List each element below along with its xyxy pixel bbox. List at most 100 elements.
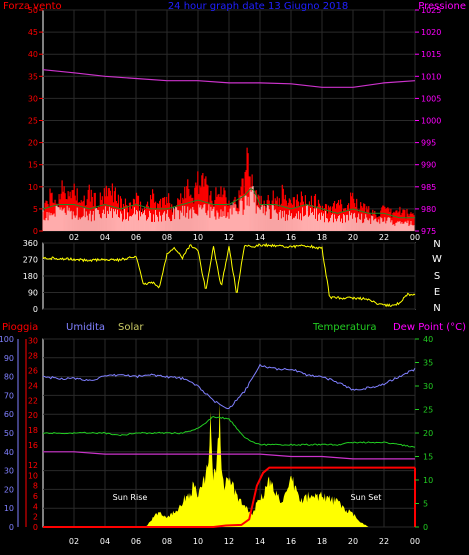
- wind-tick-label: 25: [28, 117, 38, 126]
- rain-tick-label: 0: [33, 523, 38, 532]
- wind-tick-label: 50: [28, 6, 38, 15]
- wind-tick-label: 5: [33, 205, 38, 214]
- chart-title: 24 hour graph date 13 Giugno 2018: [168, 1, 348, 12]
- temp-tick-label: 30: [423, 382, 433, 391]
- wind-x-tick-label: 00: [410, 233, 420, 242]
- rain-tick-label: 2: [33, 513, 38, 522]
- direction-tick-label: 180: [23, 272, 38, 281]
- pressure-tick-label: 1015: [421, 50, 441, 59]
- wind-x-tick-label: 08: [162, 233, 172, 242]
- rain-x-tick-label: 12: [224, 537, 234, 546]
- direction-tick-label: 360: [23, 239, 38, 248]
- wind-tick-label: 35: [28, 72, 38, 81]
- wind-tick-label: 45: [28, 28, 38, 37]
- dew-point-line: [43, 451, 415, 460]
- wind-x-tick-label: 06: [131, 233, 141, 242]
- axis-ticks: 0510152025303540455097598098599099510001…: [0, 6, 442, 546]
- temp-tick-label: 35: [423, 359, 433, 368]
- wind-series: [42, 147, 415, 231]
- rain-x-tick-label: 14: [255, 537, 265, 546]
- rain-upper-tick-label: 28: [28, 352, 38, 361]
- wind-x-tick-label: 04: [100, 233, 110, 242]
- temperature-header: Temperatura: [312, 322, 377, 333]
- solar-header: Solar: [118, 322, 144, 333]
- compass-label: W: [432, 254, 442, 265]
- temp-tick-label: 20: [423, 429, 433, 438]
- wind-avg-line: [42, 187, 415, 219]
- rain-x-tick-label: 20: [348, 537, 358, 546]
- pressure-tick-label: 990: [421, 161, 436, 170]
- pressure-tick-label: 1005: [421, 94, 441, 103]
- rain-upper-tick-label: 22: [28, 396, 38, 405]
- wind-x-tick-label: 22: [379, 233, 389, 242]
- compass-label: N: [433, 303, 440, 314]
- compass-label: S: [434, 271, 440, 282]
- wind-x-tick-label: 10: [193, 233, 203, 242]
- grid-lines: [43, 9, 416, 528]
- wind-tick-label: 0: [33, 227, 38, 236]
- pressure-axis-title: Pressione: [418, 1, 466, 12]
- pressure-tick-label: 1020: [421, 28, 441, 37]
- temp-tick-label: 10: [423, 476, 433, 485]
- line-series: [42, 69, 416, 528]
- wind-x-tick-label: 18: [317, 233, 327, 242]
- dew-point-header: Dew Point (°C): [393, 322, 466, 333]
- rain-tick-label: 8: [33, 482, 38, 491]
- rain-upper-tick-label: 26: [28, 367, 38, 376]
- pressure-tick-label: 1025: [421, 6, 441, 15]
- temp-tick-label: 40: [423, 335, 433, 344]
- compass-label: E: [434, 287, 440, 298]
- rain-x-tick-label: 22: [379, 537, 389, 546]
- pressure-tick-label: 995: [421, 139, 436, 148]
- rain-x-tick-label: 18: [317, 537, 327, 546]
- sun-rise-annotation: Sun Rise: [113, 493, 148, 502]
- direction-tick-label: 0: [33, 305, 38, 314]
- sun-set-annotation: Sun Set: [351, 493, 382, 502]
- direction-line: [42, 242, 416, 308]
- wind-tick-label: 40: [28, 50, 38, 59]
- temp-tick-label: 15: [423, 453, 433, 462]
- rain-upper-tick-label: 20: [28, 411, 38, 420]
- rain-tick-label: 10: [28, 471, 38, 480]
- wind-tick-label: 10: [28, 183, 38, 192]
- temperature-line: [43, 415, 416, 448]
- humidity-tick-label: 70: [4, 391, 14, 400]
- pressure-tick-label: 980: [421, 205, 436, 214]
- humidity-tick-label: 30: [4, 467, 14, 476]
- pressure-line: [42, 69, 416, 88]
- humidity-tick-label: 50: [4, 429, 14, 438]
- rain-x-tick-label: 02: [69, 537, 79, 546]
- wind-x-tick-label: 12: [224, 233, 234, 242]
- wind-x-tick-label: 02: [69, 233, 79, 242]
- humidity-tick-label: 10: [4, 504, 14, 513]
- rain-header: Pioggia: [2, 322, 38, 333]
- pressure-tick-label: 1010: [421, 72, 441, 81]
- solar-area: [43, 403, 415, 527]
- pressure-tick-label: 985: [421, 183, 436, 192]
- rain-x-tick-label: 06: [131, 537, 141, 546]
- wind-tick-label: 15: [28, 161, 38, 170]
- rain-upper-tick-label: 24: [28, 381, 38, 390]
- direction-tick-label: 90: [28, 289, 38, 298]
- pressure-tick-label: 975: [421, 227, 436, 236]
- rain-x-tick-label: 08: [162, 537, 172, 546]
- humidity-tick-label: 100: [0, 335, 14, 344]
- wind-x-tick-label: 20: [348, 233, 358, 242]
- pressure-tick-label: 1000: [421, 117, 441, 126]
- humidity-header: Umidita: [66, 322, 105, 333]
- humidity-tick-label: 0: [9, 523, 14, 532]
- humidity-tick-label: 20: [4, 485, 14, 494]
- rain-line: [43, 466, 415, 528]
- wind-tick-label: 30: [28, 94, 38, 103]
- humidity-tick-label: 40: [4, 448, 14, 457]
- direction-tick-label: 270: [23, 256, 38, 265]
- rain-upper-tick-label: 18: [28, 426, 38, 435]
- rain-x-tick-label: 04: [100, 537, 110, 546]
- rain-tick-label: 6: [33, 492, 38, 501]
- temp-tick-label: 25: [423, 406, 433, 415]
- compass-label: N: [433, 239, 440, 250]
- rain-tick-label: 4: [33, 502, 38, 511]
- rain-x-tick-label: 00: [410, 537, 420, 546]
- temp-tick-label: 0: [423, 523, 428, 532]
